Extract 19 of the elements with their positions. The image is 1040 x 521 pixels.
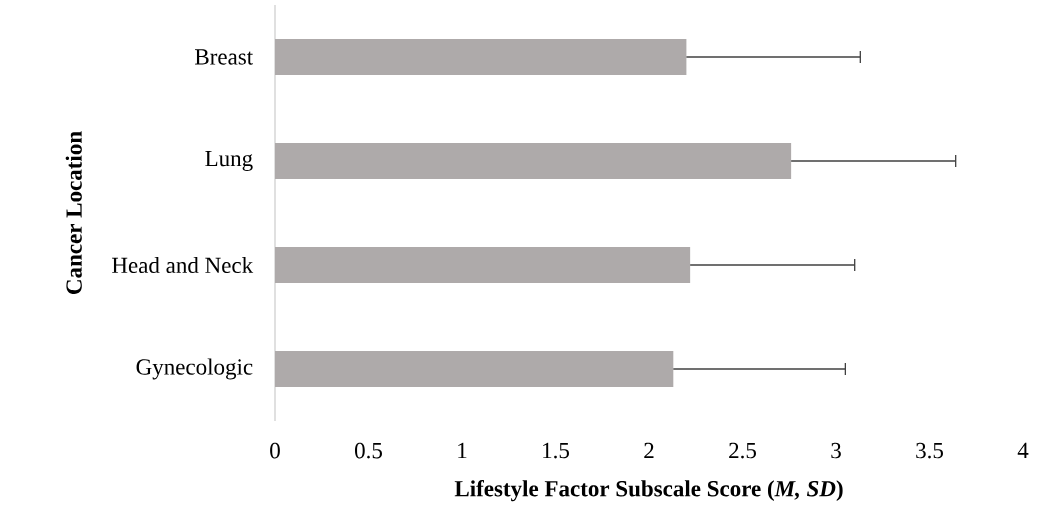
x-tick-label: 0 bbox=[270, 442, 280, 459]
x-tick-label: 0.5 bbox=[355, 442, 382, 459]
x-tick-label: 2.5 bbox=[729, 442, 756, 459]
y-tick-label: Head and Neck bbox=[112, 256, 254, 274]
x-tick-label: 2 bbox=[644, 442, 654, 459]
x-tick-label: 3.5 bbox=[916, 442, 943, 459]
bar bbox=[275, 247, 691, 283]
bar bbox=[275, 39, 687, 75]
x-tick-label: 1 bbox=[458, 442, 467, 459]
y-tick-label: Breast bbox=[195, 49, 253, 65]
bar bbox=[275, 351, 674, 387]
bar bbox=[275, 143, 792, 179]
x-tick-label: 3 bbox=[831, 442, 841, 459]
y-axis-title: Cancer Location bbox=[65, 131, 82, 294]
y-tick-label: Gynecologic bbox=[136, 358, 253, 380]
x-tick-label: 1.5 bbox=[543, 442, 569, 459]
y-tick-label: Lung bbox=[205, 150, 253, 172]
x-axis-title: Lifestyle Factor Subscale Score (M, SD) bbox=[454, 480, 843, 502]
x-tick-label: 4 bbox=[1017, 442, 1029, 459]
